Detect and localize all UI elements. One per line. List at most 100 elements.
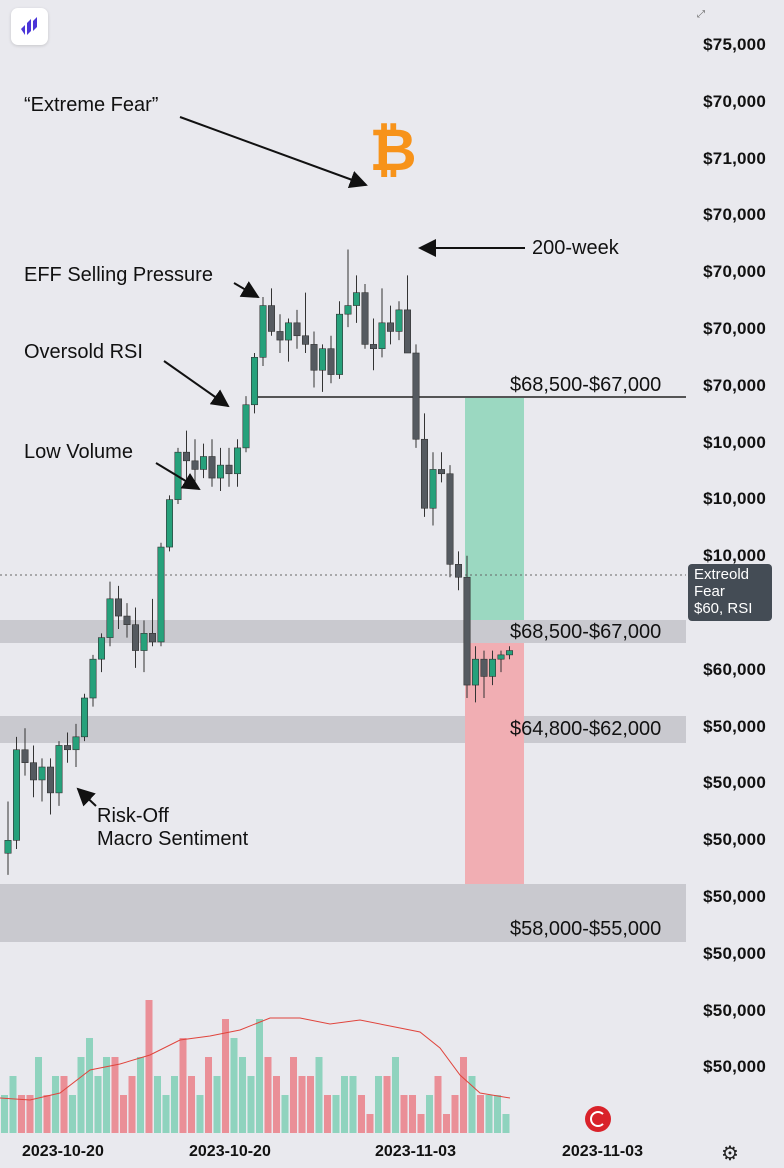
- arrow-eff-selling: [233, 281, 260, 299]
- y-axis-label: $71,000: [703, 148, 766, 168]
- volume-bar: [290, 1057, 297, 1133]
- arrow-low-volume: [155, 462, 201, 491]
- candle-down: [115, 598, 123, 617]
- y-axis-label: $10,000: [703, 432, 766, 452]
- y-axis-label: $50,000: [703, 943, 766, 963]
- volume-bar: [9, 1076, 17, 1133]
- annotation-low-volume: Low Volume: [24, 441, 133, 463]
- candle-up: [157, 546, 165, 643]
- news-flag-icon[interactable]: [585, 1106, 611, 1132]
- price-tag-line-2: Fear: [694, 583, 725, 600]
- support-zone-2: [0, 716, 686, 743]
- volume-bar: [409, 1095, 416, 1133]
- volume-bar: [26, 1095, 34, 1133]
- candle-down: [132, 624, 140, 651]
- candle-down: [361, 292, 369, 345]
- candle-down: [446, 473, 454, 565]
- candle-up: [505, 650, 513, 656]
- y-axis-label: $70,000: [703, 262, 766, 282]
- candle-up: [81, 697, 89, 738]
- candle-down: [46, 766, 54, 794]
- volume-bar: [341, 1076, 348, 1133]
- candle-up: [38, 766, 46, 781]
- volume-bar: [451, 1095, 459, 1133]
- candle-down: [123, 615, 131, 625]
- volume-bar: [298, 1076, 306, 1133]
- candle-down: [386, 322, 394, 332]
- candle-up: [200, 456, 208, 470]
- volume-bar: [417, 1114, 425, 1133]
- y-axis-label: $10,000: [703, 546, 766, 566]
- y-axis-label: $50,000: [703, 1000, 766, 1020]
- candle-up: [72, 736, 80, 751]
- candle-up: [335, 313, 343, 375]
- volume-bar: [485, 1095, 493, 1133]
- volume-bar: [43, 1095, 51, 1133]
- candle-up: [140, 633, 148, 651]
- y-axis-label: $70,000: [703, 205, 766, 225]
- y-axis-label: $70,000: [703, 319, 766, 338]
- support-label-2: $64,800-$62,000: [510, 718, 662, 740]
- app-logo[interactable]: [11, 8, 48, 45]
- volume-bar: [264, 1057, 272, 1133]
- candle-down: [225, 464, 233, 475]
- candle-up: [242, 404, 250, 449]
- volume-bar: [35, 1057, 42, 1133]
- candle-down: [64, 745, 72, 751]
- volume-bar: [400, 1095, 408, 1133]
- volume-bar: [392, 1057, 399, 1133]
- volume-moving-average: [0, 1017, 511, 1101]
- volume-bar: [205, 1057, 212, 1133]
- y-axis-label: $50,000: [703, 773, 766, 793]
- resistance-label: $68,500-$67,000: [510, 374, 662, 396]
- y-axis-label: $50,000: [703, 1057, 766, 1077]
- logo-icon: [21, 17, 37, 35]
- x-label-4: 2023-11-03: [562, 1143, 643, 1160]
- y-axis-label: $50,000: [703, 716, 766, 736]
- volume-bar: [247, 1076, 255, 1133]
- volume-bar: [494, 1095, 501, 1133]
- volume-bar: [332, 1095, 340, 1133]
- candle-up: [284, 322, 292, 341]
- long-target-zone: [465, 398, 524, 620]
- candle-down: [412, 352, 420, 440]
- y-axis-label: $70,000: [703, 375, 766, 395]
- candle-down: [29, 762, 37, 781]
- candle-down: [327, 348, 335, 375]
- support-zone-3: [0, 884, 686, 942]
- arrow-extreme-fear: [179, 116, 368, 188]
- annotation-extreme-fear: “Extreme Fear”: [24, 94, 159, 116]
- candle-up: [89, 658, 97, 699]
- candle-down: [21, 749, 29, 763]
- volume-bar: [375, 1076, 382, 1133]
- candle-up: [259, 305, 267, 358]
- volume-bar: [273, 1076, 280, 1133]
- candle-up: [217, 464, 225, 479]
- volume-bar: [434, 1076, 442, 1133]
- volume-bar: [137, 1057, 144, 1133]
- volume-bar: [324, 1095, 331, 1133]
- volume-bar: [196, 1095, 204, 1133]
- candle-down: [403, 309, 411, 354]
- volume-bar: [162, 1095, 170, 1133]
- y-axis-label: $75,000: [703, 35, 766, 54]
- current-price-tag[interactable]: Extreold Fear $60, RSI: [688, 564, 772, 621]
- candle-up: [488, 658, 496, 677]
- svg-text:₿: ₿: [369, 116, 416, 184]
- volume-bar: [69, 1095, 76, 1133]
- volume-bar: [111, 1057, 119, 1133]
- gear-icon[interactable]: ⚙: [721, 1143, 739, 1165]
- volume-bar: [477, 1095, 484, 1133]
- volume-bar: [383, 1076, 391, 1133]
- support-label-3: $58,000-$55,000: [510, 918, 662, 940]
- volume-bar: [120, 1095, 127, 1133]
- y-axis-label: $10,000: [703, 489, 766, 509]
- candle-up: [55, 745, 63, 794]
- volume-bar: [52, 1076, 59, 1133]
- candle-down: [267, 305, 275, 332]
- expand-icon[interactable]: ⤢: [697, 9, 705, 20]
- volume-bar: [349, 1076, 357, 1133]
- candle-up: [497, 654, 505, 660]
